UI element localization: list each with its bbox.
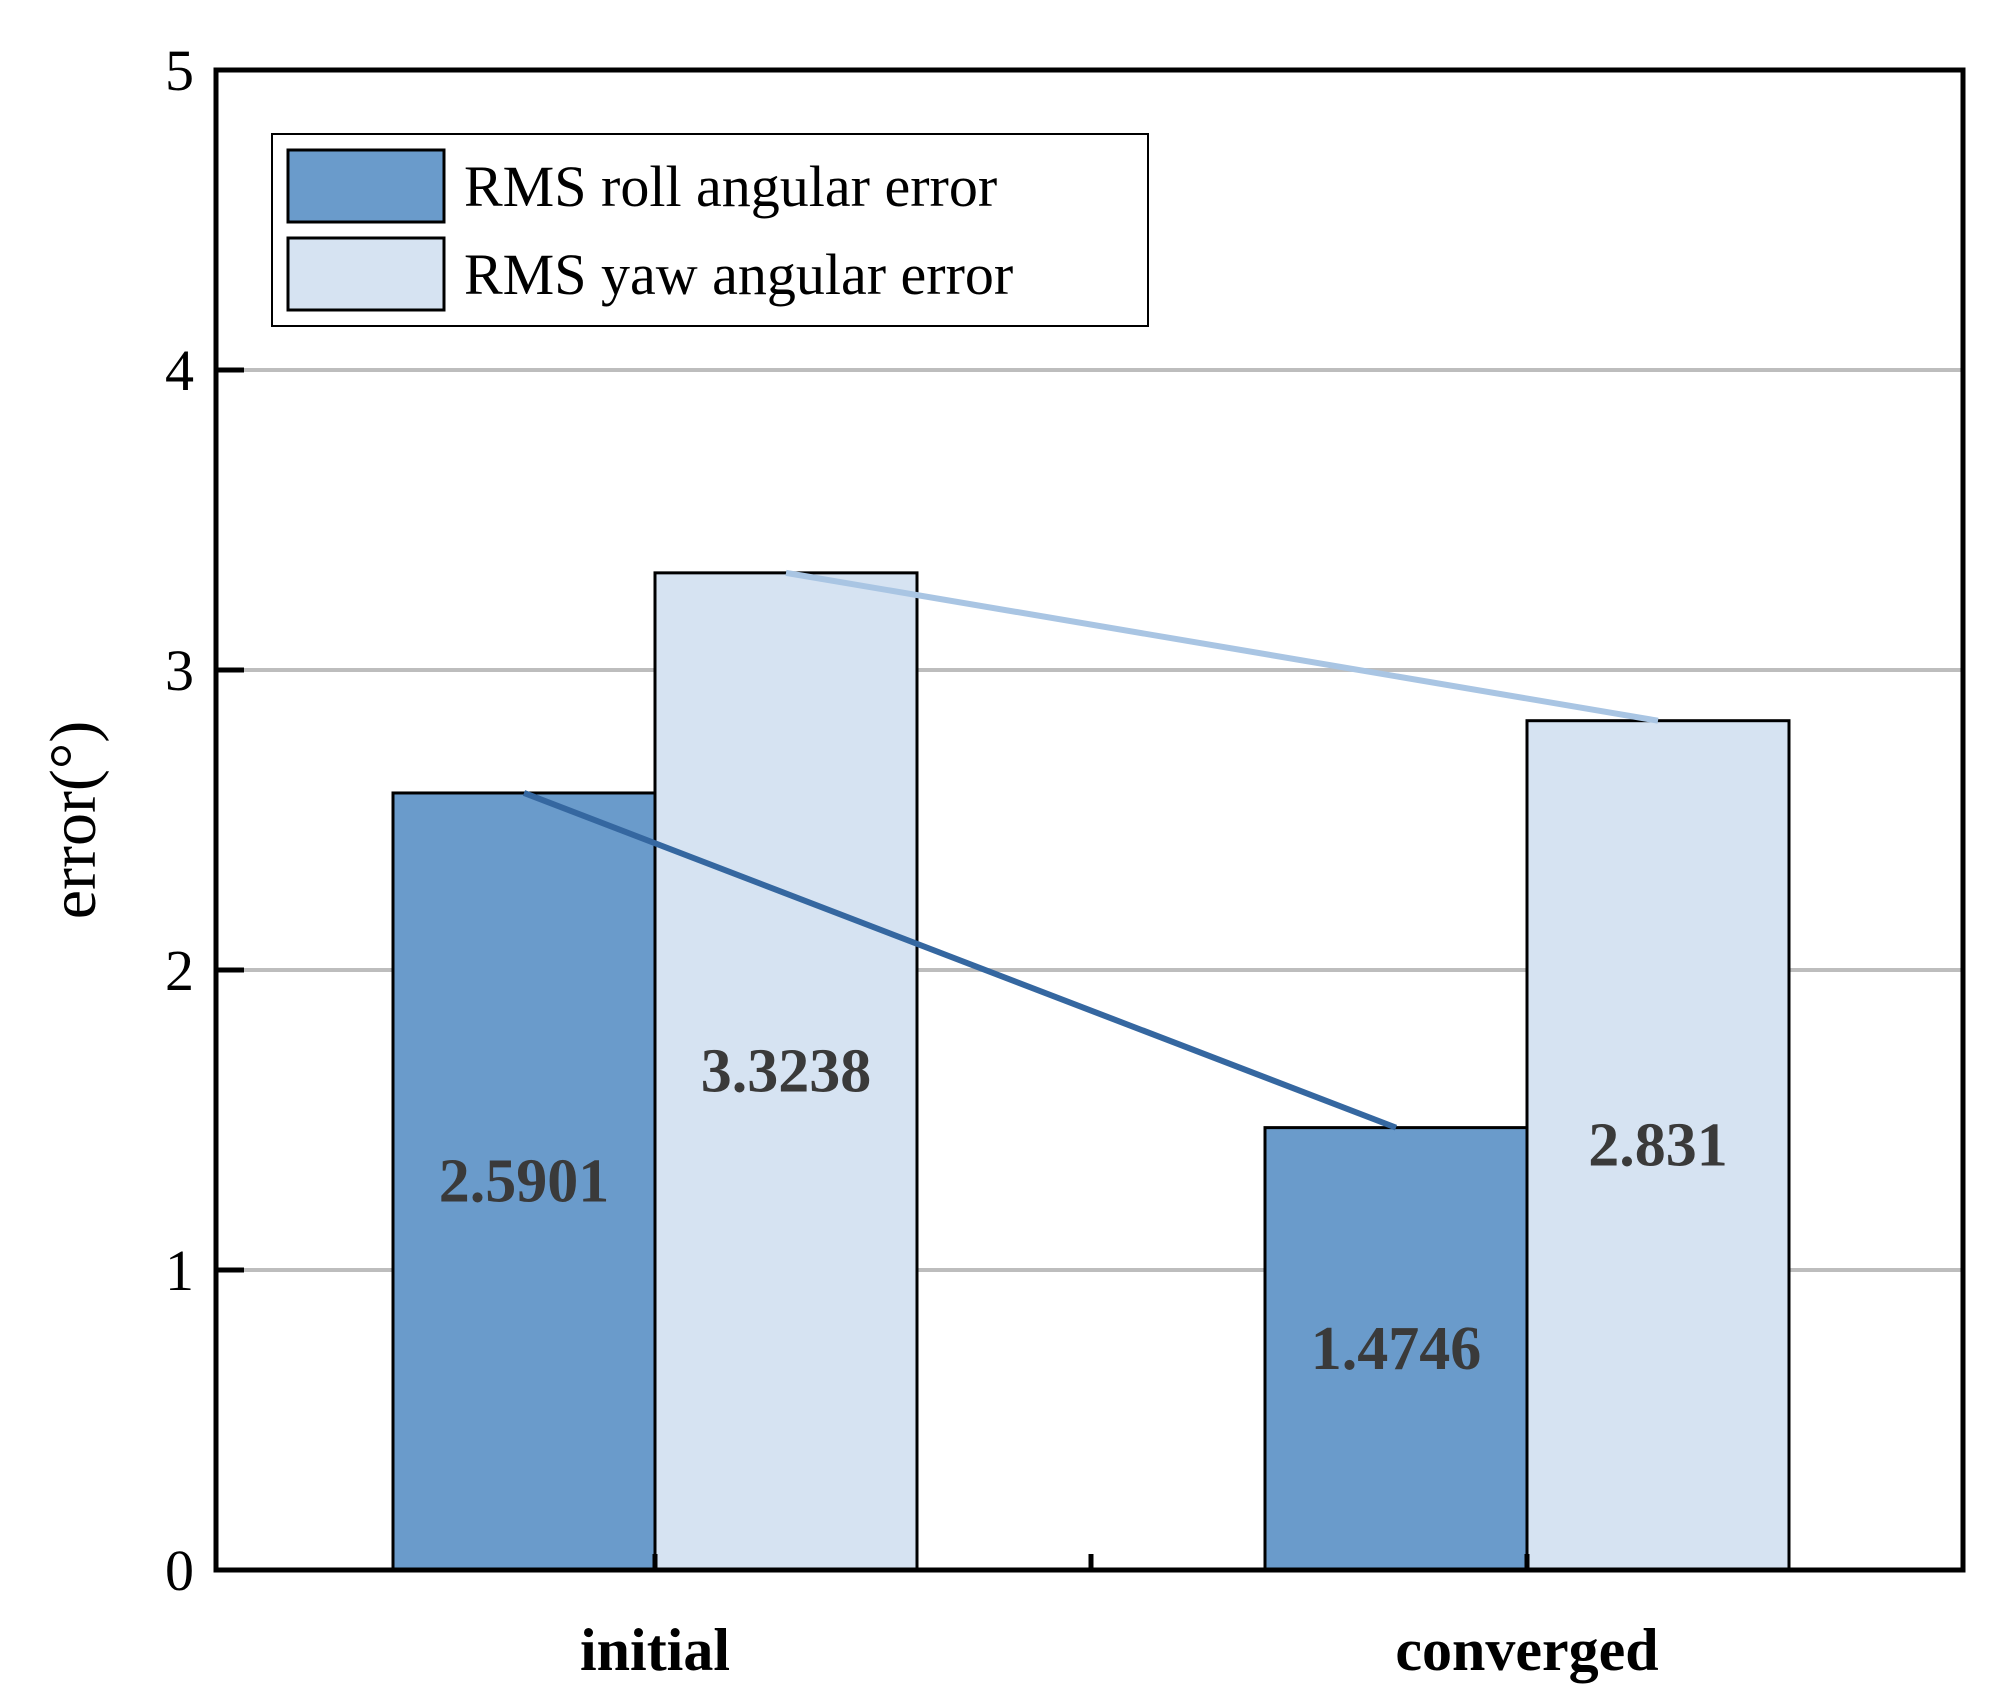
y-axis-ticks: 0 1 2 3 4 5 — [165, 38, 244, 1603]
bar-yaw-converged — [1525, 719, 1791, 1572]
x-axis-categories: initial converged — [580, 1554, 1659, 1683]
y-tick-label: 5 — [165, 38, 194, 103]
data-label: 3.3238 — [701, 1037, 872, 1105]
y-tick-label: 4 — [165, 338, 194, 403]
data-label: 2.5901 — [439, 1147, 610, 1215]
data-label: 1.4746 — [1311, 1315, 1482, 1383]
bar-yaw-initial — [653, 571, 919, 1572]
bars — [391, 571, 1791, 1572]
data-label: 2.831 — [1588, 1111, 1728, 1179]
y-axis-title: error(°) — [37, 721, 110, 920]
legend-label: RMS roll angular error — [464, 154, 997, 219]
legend-swatch-roll — [286, 148, 446, 224]
legend-label: RMS yaw angular error — [464, 242, 1013, 307]
trend-lines — [522, 569, 1659, 1131]
legend: RMS roll angular error RMS yaw angular er… — [271, 133, 1149, 327]
x-category-label: initial — [580, 1617, 730, 1683]
x-category-label: converged — [1395, 1617, 1658, 1683]
y-tick-label: 0 — [165, 1538, 194, 1603]
y-tick-label: 3 — [165, 638, 194, 703]
data-labels: 2.5901 1.4746 3.3238 2.831 — [439, 1037, 1728, 1382]
y-tick-label: 2 — [165, 938, 194, 1003]
trend-line-yaw — [785, 569, 1659, 724]
legend-swatch-yaw — [286, 236, 446, 312]
trend-line-roll — [522, 790, 1398, 1131]
bar-roll-initial — [391, 791, 657, 1572]
y-tick-label: 1 — [165, 1238, 194, 1303]
